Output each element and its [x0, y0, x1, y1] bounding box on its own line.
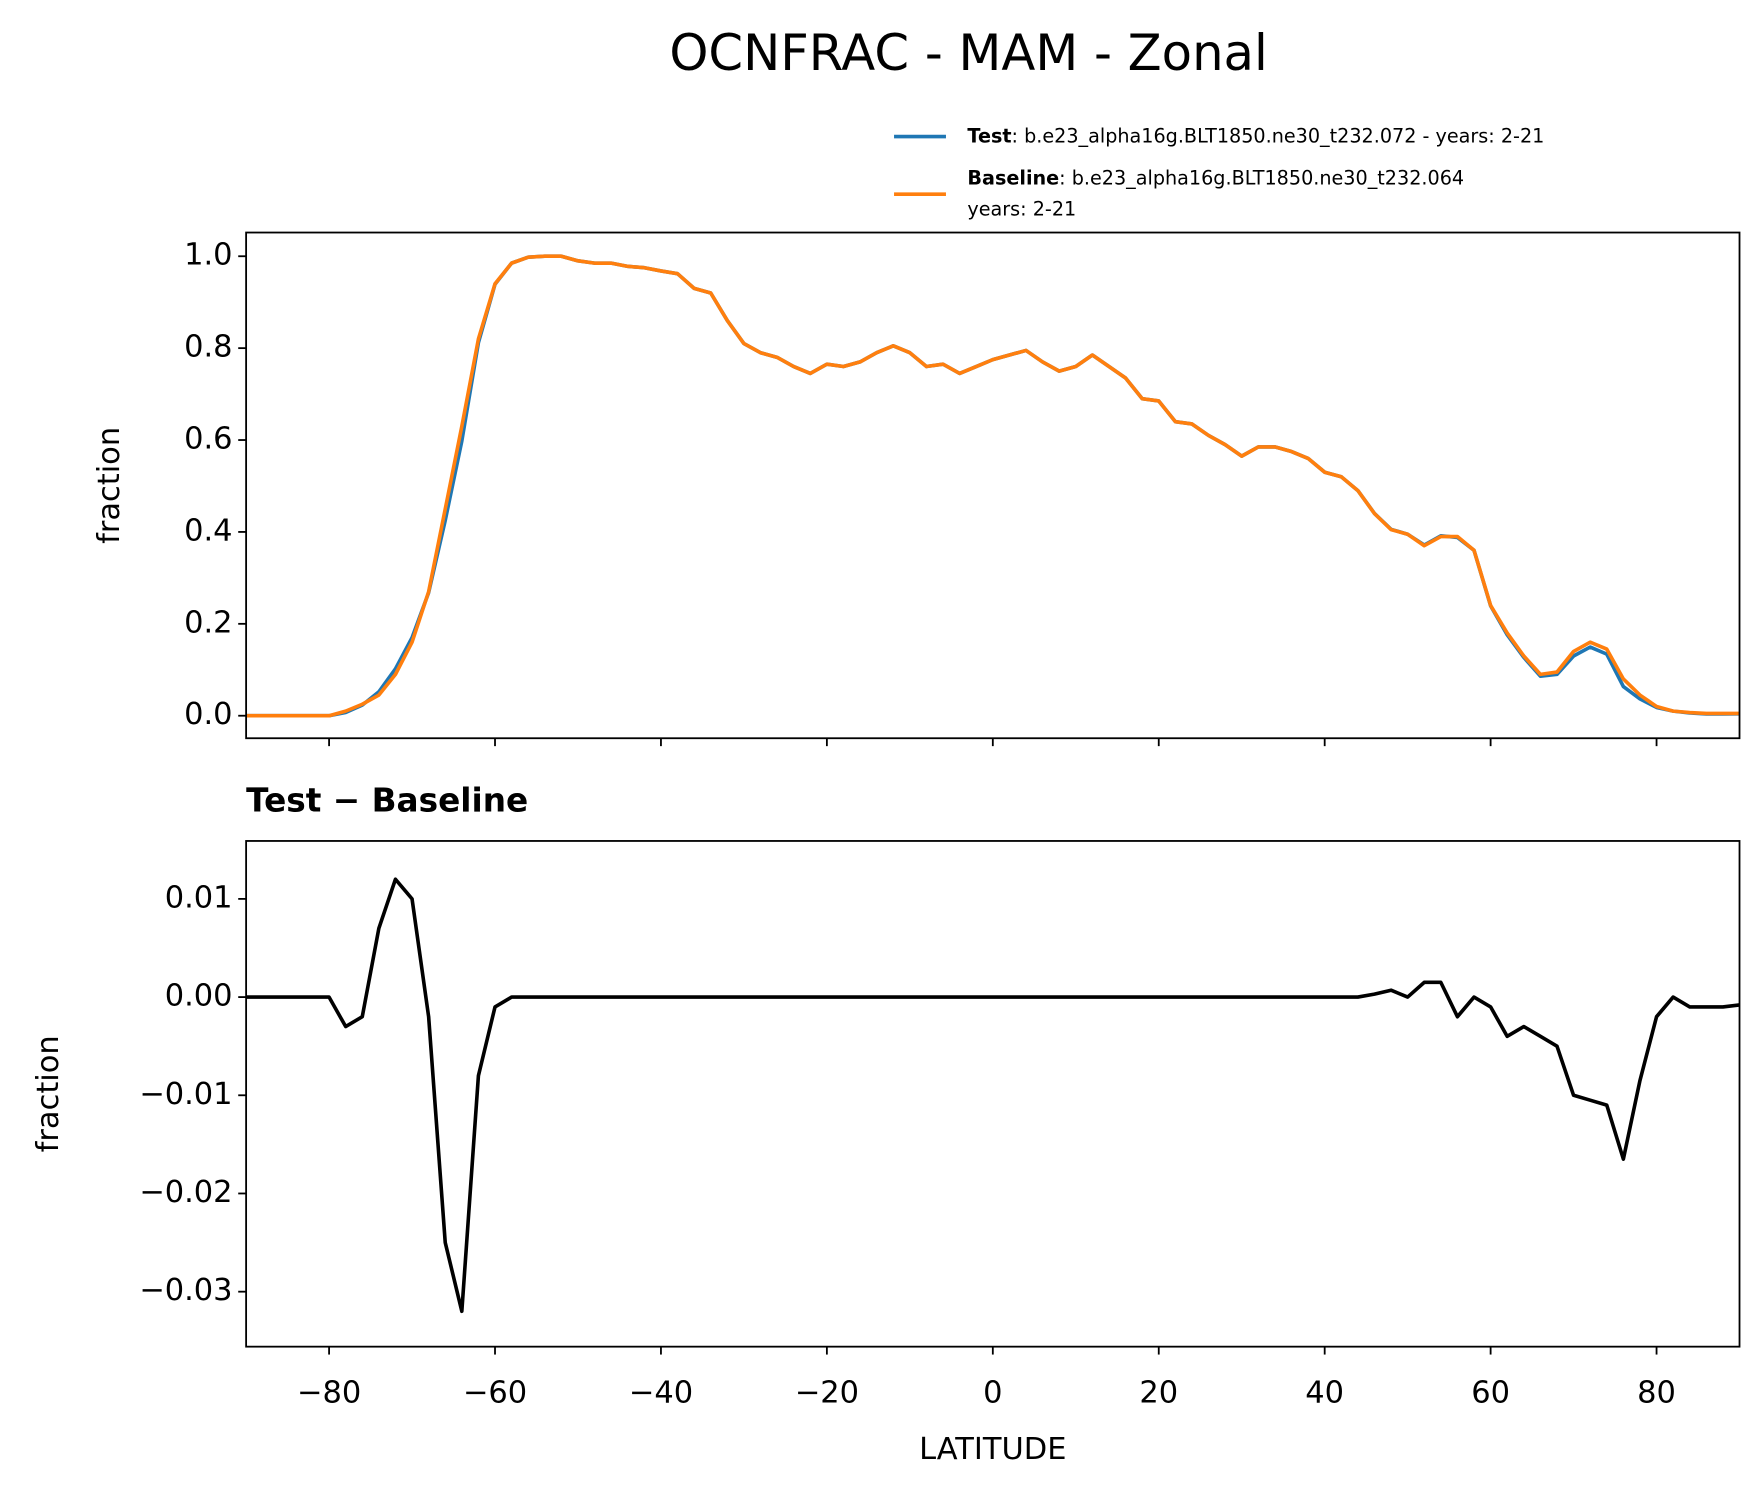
- y-tick-label: 0.8: [184, 330, 232, 365]
- axes-title: Test − Baseline: [246, 782, 528, 820]
- legend-name: Test: [967, 124, 1011, 147]
- legend-entry: Test: b.e23_alpha16g.BLT1850.ne30_t232.0…: [967, 124, 1544, 147]
- axes-frame: [245, 231, 1741, 740]
- x-axis-label: LATITUDE: [919, 1432, 1066, 1467]
- legend-entry: Baseline: b.e23_alpha16g.BLT1850.ne30_t2…: [967, 166, 1464, 189]
- y-tick-label: 0.0: [184, 697, 232, 732]
- y-tick-label: 0.6: [184, 422, 232, 457]
- x-tick-label: 20: [1139, 1376, 1178, 1411]
- series-line: [246, 254, 1740, 718]
- y-tick-label: 0.2: [184, 605, 232, 640]
- series-line: [246, 877, 1740, 1314]
- y-tick-label: −0.03: [139, 1273, 232, 1308]
- y-tick-label: 0.4: [184, 513, 232, 548]
- legend-description: : b.e23_alpha16g.BLT1850.ne30_t232.072 -…: [1012, 124, 1545, 147]
- y-tick-label: 0.00: [165, 979, 233, 1014]
- x-tick-label: −20: [795, 1376, 859, 1411]
- x-tick-label: 60: [1471, 1376, 1510, 1411]
- y-axis-label: fraction: [31, 1035, 66, 1152]
- y-tick-label: 1.0: [184, 238, 232, 273]
- x-tick-label: 0: [983, 1376, 1002, 1411]
- legend-description: years: 2-21: [967, 197, 1076, 220]
- x-tick-label: −40: [629, 1376, 693, 1411]
- y-axis-label: fraction: [92, 427, 127, 544]
- y-tick-label: 0.01: [165, 880, 233, 915]
- y-tick-label: −0.02: [139, 1175, 232, 1210]
- x-tick-label: 40: [1305, 1376, 1344, 1411]
- x-tick-label: −80: [297, 1376, 361, 1411]
- x-tick-label: −60: [463, 1376, 527, 1411]
- legend-name: Baseline: [967, 166, 1059, 189]
- y-tick-label: −0.01: [139, 1077, 232, 1112]
- x-tick-label: 80: [1637, 1376, 1676, 1411]
- axes-frame: [245, 840, 1741, 1348]
- legend-description: : b.e23_alpha16g.BLT1850.ne30_t232.064: [1059, 166, 1464, 189]
- chart-title: OCNFRAC - MAM - Zonal: [669, 24, 1267, 82]
